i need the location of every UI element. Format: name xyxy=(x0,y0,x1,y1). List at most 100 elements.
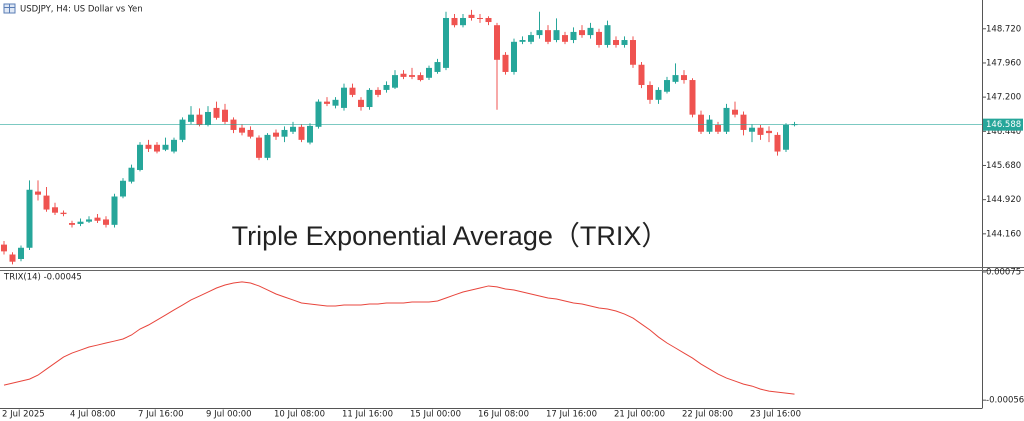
x-tick-label: 7 Jul 16:00 xyxy=(138,410,184,420)
candle-body xyxy=(324,101,330,104)
candle-body xyxy=(587,27,594,36)
y-tick-label: 144.920 xyxy=(986,195,1021,205)
candle-body xyxy=(60,212,67,215)
y-tick-label: 0.00075 xyxy=(986,267,1021,277)
candle-body xyxy=(213,107,220,118)
candle-body xyxy=(740,114,747,130)
candle-body xyxy=(681,75,687,81)
candle-body xyxy=(239,127,245,133)
x-tick-label: 2 Jul 2025 xyxy=(2,410,45,420)
candle-body xyxy=(358,99,364,108)
candle-body xyxy=(69,223,75,225)
candle-body xyxy=(630,40,636,65)
candle-body xyxy=(672,75,679,82)
candle-body xyxy=(154,144,160,152)
candle-body xyxy=(604,25,611,45)
candle-body xyxy=(664,80,670,92)
candle-body xyxy=(774,134,781,152)
candle-body xyxy=(298,126,305,140)
candle-body xyxy=(332,99,339,106)
candle-body xyxy=(723,107,730,132)
candle-body xyxy=(400,73,407,77)
candle-body xyxy=(477,17,483,19)
candle-body xyxy=(188,114,194,122)
candle-body xyxy=(468,14,475,18)
candle-body xyxy=(1,244,7,252)
candle-body xyxy=(162,144,169,150)
candle-body xyxy=(545,30,551,42)
candle-body xyxy=(290,126,296,132)
candle-body xyxy=(613,40,619,45)
candle-body xyxy=(519,40,526,42)
candle-body xyxy=(749,127,755,132)
candle-body xyxy=(52,207,58,213)
candle-body xyxy=(494,25,500,60)
candle-body xyxy=(9,254,16,262)
candle-body xyxy=(26,189,33,248)
candle-body xyxy=(409,75,415,77)
candle-body xyxy=(86,219,92,222)
candle-body xyxy=(655,89,662,100)
candle-body xyxy=(247,129,254,137)
candle-body xyxy=(264,134,271,158)
candle-body xyxy=(698,114,704,132)
candle-body xyxy=(43,195,50,210)
y-tick-label: 146.440 xyxy=(986,127,1021,137)
candle-body xyxy=(392,75,398,88)
candle-body xyxy=(647,84,653,100)
candle-body xyxy=(94,217,101,221)
x-tick-label: 4 Jul 08:00 xyxy=(70,410,116,420)
candle-body xyxy=(128,167,135,182)
candle-body xyxy=(485,17,492,23)
candle-body xyxy=(120,180,126,197)
candle-body xyxy=(18,247,24,260)
candle-body xyxy=(179,119,186,140)
current-price-box xyxy=(983,118,1023,131)
x-tick-label: 16 Jul 08:00 xyxy=(478,410,529,420)
chart-title: USDJPY, H4: US Dollar vs Yen xyxy=(20,5,143,15)
candle-body xyxy=(111,196,118,225)
candle-body xyxy=(715,125,721,132)
y-tick-label: -0.00056 xyxy=(986,396,1024,406)
x-tick-label: 17 Jul 16:00 xyxy=(546,410,597,420)
x-tick-label: 15 Jul 00:00 xyxy=(410,410,461,420)
candle-body xyxy=(689,80,696,115)
candle-body xyxy=(732,109,738,115)
candle-body xyxy=(145,144,152,149)
candle-body xyxy=(366,89,373,108)
y-tick-label: 147.960 xyxy=(986,58,1021,68)
x-tick-label: 11 Jul 16:00 xyxy=(342,410,393,420)
candle-body xyxy=(766,130,772,134)
indicator-title: TRIX(14) -0.00045 xyxy=(3,273,82,283)
candle-body xyxy=(222,109,228,122)
candle-body xyxy=(783,125,789,150)
candle-body xyxy=(502,54,509,72)
y-tick-label: 148.720 xyxy=(986,24,1021,34)
candle-body xyxy=(273,132,279,137)
candle-body xyxy=(460,17,466,26)
x-tick-label: 10 Jul 08:00 xyxy=(274,410,325,420)
candle-body xyxy=(451,17,458,26)
candle-body xyxy=(757,127,764,135)
candle-body xyxy=(281,129,288,137)
candle-body xyxy=(35,191,41,195)
symbol-icon xyxy=(3,3,16,14)
candle-body xyxy=(349,87,356,95)
x-tick-label: 22 Jul 08:00 xyxy=(682,410,733,420)
annotation: Triple Exponential Average（TRIX） xyxy=(232,221,669,251)
candle-body xyxy=(706,119,713,132)
candle-body xyxy=(417,75,424,81)
candle-body xyxy=(434,62,441,72)
y-tick-label: 145.680 xyxy=(986,161,1021,171)
candle-body xyxy=(511,41,517,72)
candle-body xyxy=(443,17,449,68)
candle-body xyxy=(536,30,543,36)
candle-body xyxy=(638,64,645,85)
y-tick-label: 147.200 xyxy=(986,93,1021,103)
candle-body xyxy=(307,125,313,143)
x-tick-label: 23 Jul 16:00 xyxy=(750,410,801,420)
candle-body xyxy=(383,84,390,90)
x-tick-label: 21 Jul 00:00 xyxy=(614,410,665,420)
